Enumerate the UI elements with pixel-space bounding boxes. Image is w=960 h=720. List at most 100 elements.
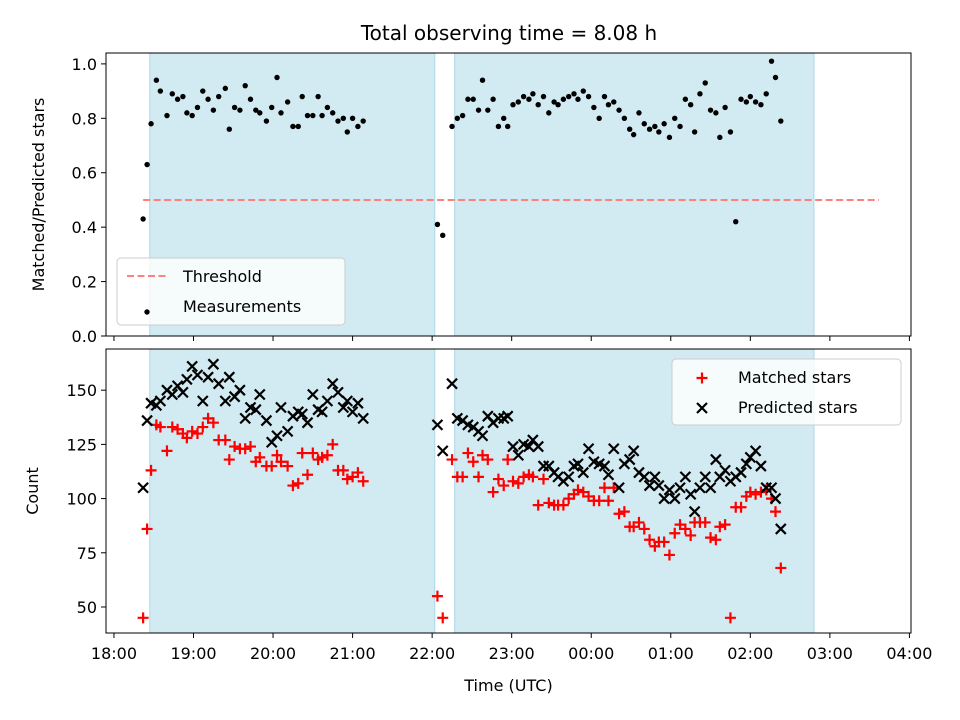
matched-starspoint: [518, 471, 530, 483]
matched-starspoint: [644, 534, 656, 546]
predicted-starspoint: [321, 395, 334, 407]
predicted-starspoint: [598, 460, 611, 472]
matched-starspoint: [527, 471, 539, 483]
measurementspoint: [189, 112, 195, 119]
matched-starspoint: [613, 508, 625, 520]
measurementspoint: [479, 77, 486, 83]
matched-starspoint: [191, 428, 203, 440]
predicted-starspoint: [512, 449, 525, 462]
matched-starspoint: [710, 534, 722, 546]
legend-matched-stars-swatch: [696, 372, 708, 384]
matched-starspoint: [598, 482, 610, 494]
measurementspoint: [215, 93, 222, 100]
predicted-starspoint: [271, 429, 283, 442]
predicted-starspoint: [602, 468, 615, 481]
measurementspoint: [763, 91, 769, 97]
measurementspoint: [319, 112, 325, 119]
predicted-starspoint: [638, 471, 651, 483]
measurementspoint: [205, 96, 211, 102]
measurementspoint: [758, 102, 764, 108]
measurementspoint: [656, 129, 662, 135]
x-tick-label: 01:00: [648, 644, 694, 663]
matched-starspoint: [532, 499, 544, 511]
matched-starspoint: [137, 612, 149, 624]
predicted-starspoint: [719, 464, 731, 477]
predicted-starspoint: [775, 523, 787, 535]
predicted-starspoint: [341, 395, 354, 407]
matched-starspoint: [166, 421, 178, 433]
matched-starspoint: [446, 454, 458, 466]
predicted-starspoint: [254, 388, 266, 401]
measurementspoint: [299, 93, 305, 100]
measurementspoint: [465, 96, 471, 102]
measurementspoint: [666, 134, 673, 141]
predicted-starspoint: [260, 414, 273, 427]
predicted-starspoint: [250, 403, 262, 416]
y-tick-label: 0.8: [72, 109, 97, 128]
predicted-starspoint: [137, 481, 149, 494]
matched-starspoint: [507, 475, 519, 487]
measurementspoint: [752, 99, 759, 105]
matched-starspoint: [557, 499, 569, 511]
matched-starspoint: [357, 475, 369, 487]
x-tick-label: 04:00: [886, 644, 932, 663]
predicted-starspoint: [202, 371, 214, 383]
matched-starspoint: [538, 473, 549, 485]
x-tick-label: 23:00: [489, 644, 535, 663]
legend-frame: [671, 358, 902, 426]
matched-starspoint: [663, 549, 675, 561]
measurementspoint: [324, 104, 331, 111]
y-tick-label: 0.2: [72, 273, 97, 292]
matched-starspoint: [714, 521, 726, 533]
measurementspoint: [717, 134, 723, 141]
measurementspoint: [274, 74, 280, 81]
x-tick-label: 19:00: [170, 644, 216, 663]
measurementspoint: [707, 107, 714, 113]
measurementspoint: [144, 161, 150, 168]
measurementspoint: [253, 107, 259, 113]
matched-starspoint: [254, 451, 266, 463]
matched-starspoint: [431, 590, 443, 602]
measurementspoint: [194, 104, 201, 111]
predicted-starspoint: [765, 481, 778, 494]
measurementspoint: [596, 115, 602, 122]
measurementspoint: [630, 131, 637, 138]
matched-starspoint: [352, 467, 364, 479]
predicted-starspoint: [219, 395, 232, 407]
measurementspoint: [310, 112, 316, 119]
measurementspoint: [621, 115, 628, 122]
matched-starspoint: [321, 449, 333, 461]
measurementspoint: [237, 107, 243, 113]
predicted-starspoint: [679, 471, 692, 483]
measurementspoint: [501, 115, 507, 122]
y-tick-label: 0.6: [72, 164, 97, 183]
predicted-starspoint: [166, 388, 179, 401]
predicted-starspoint: [186, 360, 198, 373]
matched-starspoint: [145, 464, 157, 476]
measurementspoint: [611, 99, 617, 105]
matched-starspoint: [735, 501, 747, 513]
measurementspoint: [434, 221, 441, 228]
matched-starspoint: [271, 449, 283, 461]
matched-starspoint: [307, 447, 319, 459]
matched-starspoint: [141, 523, 153, 535]
y-tick-label: 125: [66, 435, 97, 454]
predicted-starspoint: [523, 440, 535, 453]
matched-starspoint: [186, 425, 198, 437]
y-tick-label: 50: [77, 598, 97, 617]
measurementspoint: [180, 93, 186, 100]
predicted-starspoint: [710, 453, 722, 466]
measurementspoint: [231, 104, 238, 111]
matched-starspoint: [181, 432, 193, 444]
predicted-starspoint: [532, 440, 544, 453]
measurementspoint: [510, 102, 516, 108]
predicted-starspoint: [613, 481, 625, 494]
ratio-y-axis-label: Matched/Predicted stars: [29, 98, 48, 292]
predicted-starspoint: [653, 479, 665, 492]
measurementspoint: [459, 112, 466, 119]
matched-starspoint: [633, 516, 645, 528]
matched-starspoint: [437, 612, 449, 624]
measurementspoint: [677, 123, 683, 130]
measurementspoint: [490, 96, 496, 102]
count-y-axis-label: Count: [23, 467, 42, 515]
